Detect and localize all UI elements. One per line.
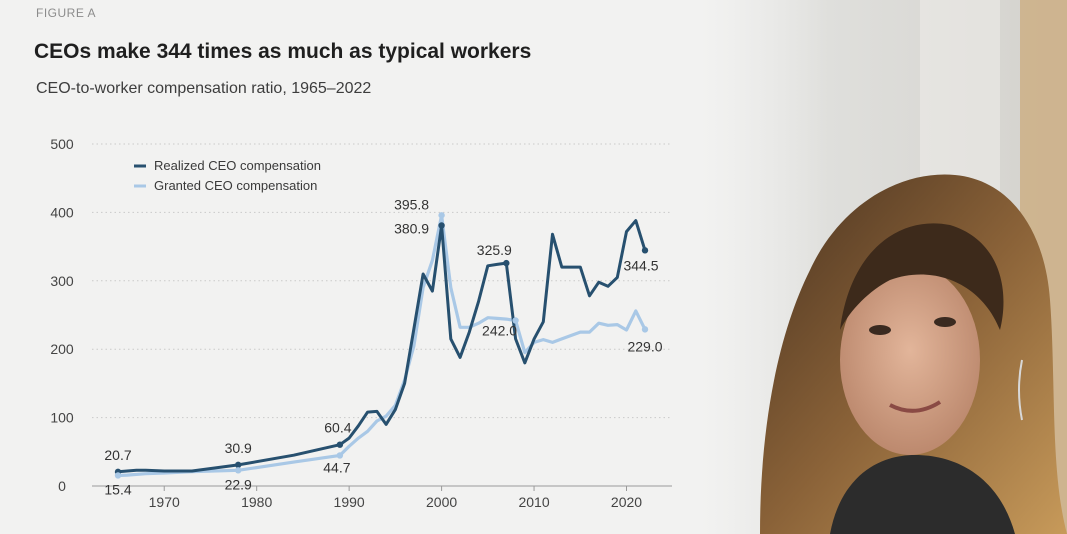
- data-label: 15.4: [104, 481, 131, 497]
- x-tick-label: 2010: [518, 494, 549, 510]
- data-label: 242.0: [482, 322, 517, 338]
- y-tick-label: 200: [50, 341, 74, 357]
- y-tick-label: 500: [50, 136, 74, 152]
- data-point: [641, 247, 649, 254]
- chart-subtitle: CEO-to-worker compensation ratio, 1965–2…: [36, 80, 372, 97]
- data-label: 395.8: [394, 196, 429, 212]
- y-tick-label: 0: [58, 478, 66, 494]
- x-axis: 1970 1980 1990 2000 2010 2020: [92, 485, 672, 510]
- y-tick-label: 400: [50, 204, 74, 220]
- y-tick-label: 100: [50, 410, 74, 426]
- granted-line: [116, 213, 647, 478]
- data-point: [503, 259, 510, 267]
- data-point: [512, 317, 519, 324]
- data-point: [234, 461, 242, 469]
- data-label: 380.9: [394, 220, 429, 236]
- data-point: [438, 222, 445, 229]
- legend-label: Realized CEO compensation: [154, 158, 321, 173]
- x-tick-label: 1970: [149, 494, 180, 510]
- y-tick-label: 300: [50, 273, 74, 289]
- data-label: 344.5: [623, 257, 658, 273]
- y-axis: 0 100 200 300 400 500: [50, 136, 74, 494]
- data-point: [336, 452, 344, 459]
- legend: Realized CEO compensation Granted CEO com…: [134, 158, 321, 193]
- x-tick-label: 1990: [334, 494, 365, 510]
- realized-line: [116, 219, 647, 474]
- data-label: 325.9: [477, 242, 512, 258]
- x-tick-label: 2020: [611, 494, 642, 510]
- data-label: 44.7: [323, 459, 350, 475]
- data-label: 22.9: [225, 476, 252, 492]
- data-labels: 20.7 15.4 30.9 22.9 60.4 44.7 395.8 380.9 325.9 2…: [104, 196, 662, 497]
- data-label: 20.7: [104, 447, 131, 463]
- data-point: [438, 212, 445, 219]
- x-tick-label: 2000: [426, 494, 457, 510]
- data-point: [336, 441, 344, 448]
- chart-title: CEOs make 344 times as much as typical w…: [34, 40, 532, 63]
- presenter-video-overlay: [700, 0, 1067, 534]
- data-label: 229.0: [627, 338, 662, 354]
- data-point: [641, 326, 649, 333]
- legend-label: Granted CEO compensation: [154, 178, 317, 193]
- data-label: 30.9: [225, 440, 252, 456]
- figure-label: FIGURE A: [36, 6, 97, 20]
- data-point: [234, 467, 242, 474]
- data-point: [114, 472, 122, 479]
- data-label: 60.4: [324, 420, 351, 436]
- x-tick-label: 1980: [241, 494, 272, 510]
- series-lines: [116, 213, 647, 478]
